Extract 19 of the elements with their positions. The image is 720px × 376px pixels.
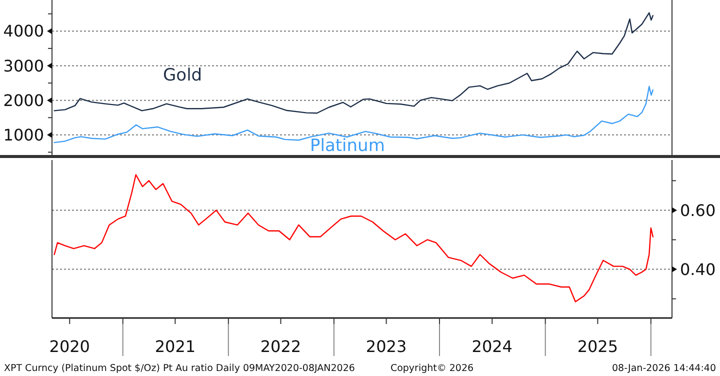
- y-tick-label: 4000: [3, 22, 44, 41]
- text: XPT Curncy (Platinum Spot $/Oz) Pt Au ratio Daily 09MAY2020-08JAN2026: [4, 363, 355, 374]
- y-tick-label: 1000: [3, 126, 44, 145]
- x-tick-label: 2024: [472, 337, 512, 356]
- x-tick-label: 2021: [154, 337, 196, 356]
- series-label: Gold: [163, 66, 202, 86]
- text: 08-Jan-2026 14:44:40: [612, 363, 716, 374]
- y-tick-label: 0.40: [680, 260, 716, 279]
- line-series: [54, 174, 654, 302]
- series-label: Platinum: [310, 136, 385, 156]
- text: Copyright© 2026: [390, 363, 474, 374]
- y-tick-label: 0.60: [680, 200, 716, 220]
- x-tick-label: 2020: [49, 337, 90, 356]
- y-tick-label: 2000: [3, 90, 44, 110]
- x-tick-label: 2022: [260, 337, 302, 356]
- x-tick-label: 2023: [366, 337, 407, 356]
- line-series: [54, 12, 654, 114]
- x-tick-label: 2025: [577, 337, 618, 356]
- y-tick-label: 3000: [3, 56, 44, 76]
